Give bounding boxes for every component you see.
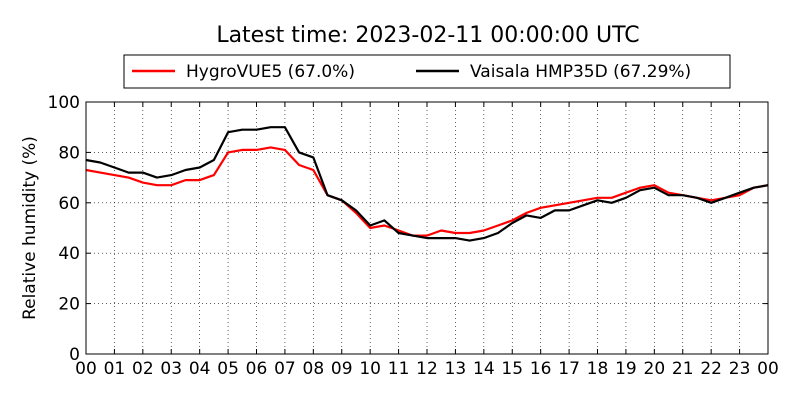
x-tick-label: 14 bbox=[473, 359, 495, 379]
x-tick-label: 19 bbox=[615, 359, 637, 379]
x-tick-label: 08 bbox=[303, 359, 325, 379]
x-tick-label: 12 bbox=[416, 359, 438, 379]
x-tick-label: 04 bbox=[189, 359, 211, 379]
x-axis-ticks: 00 01 02 03 04 05 06 07 08 09 10 11 12 13 14 15 16 17 18 19… bbox=[75, 102, 779, 379]
legend: HygroVUE5 (67.0%) Vaisala HMP35D (67.29%… bbox=[123, 54, 731, 89]
x-tick-label: 09 bbox=[331, 359, 353, 379]
y-tick-label: 100 bbox=[48, 93, 80, 113]
x-tick-label: 15 bbox=[501, 359, 523, 379]
plot-frame bbox=[85, 101, 769, 355]
x-tick-label: 20 bbox=[644, 359, 666, 379]
series-layer bbox=[85, 126, 769, 242]
x-tick-label: 18 bbox=[587, 359, 609, 379]
y-tick-label: 20 bbox=[58, 295, 80, 315]
legend-label-hygrovue5: HygroVUE5 (67.0%) bbox=[186, 62, 355, 82]
y-tick-label: 60 bbox=[58, 194, 80, 214]
x-tick-label: 13 bbox=[445, 359, 467, 379]
x-tick-label: 00 bbox=[757, 359, 779, 379]
legend-label-vaisala: Vaisala HMP35D (67.29%) bbox=[470, 62, 691, 82]
x-tick-label: 17 bbox=[558, 359, 580, 379]
x-tick-label: 23 bbox=[729, 359, 751, 379]
series-line-1 bbox=[85, 126, 769, 242]
y-axis-ticks: 0 20 40 60 80 100 bbox=[48, 93, 768, 365]
x-tick-label: 16 bbox=[530, 359, 552, 379]
y-tick-label: 40 bbox=[58, 244, 80, 264]
x-tick-label: 07 bbox=[274, 359, 296, 379]
x-tick-label: 10 bbox=[359, 359, 381, 379]
x-tick-label: 21 bbox=[672, 359, 694, 379]
x-tick-label: 02 bbox=[132, 359, 154, 379]
grid-lines bbox=[86, 102, 768, 354]
x-tick-label: 01 bbox=[104, 359, 126, 379]
y-axis-label: Relative humidity (%) bbox=[20, 136, 40, 320]
chart-title: Latest time: 2023-02-11 00:00:00 UTC bbox=[216, 23, 639, 48]
y-tick-label: 0 bbox=[69, 345, 80, 365]
x-tick-label: 00 bbox=[75, 359, 97, 379]
y-tick-label: 80 bbox=[58, 143, 80, 163]
x-tick-label: 05 bbox=[217, 359, 239, 379]
x-tick-label: 11 bbox=[388, 359, 410, 379]
x-tick-label: 03 bbox=[160, 359, 182, 379]
x-tick-label: 22 bbox=[700, 359, 722, 379]
series-line-0 bbox=[85, 146, 769, 237]
x-tick-label: 06 bbox=[246, 359, 268, 379]
